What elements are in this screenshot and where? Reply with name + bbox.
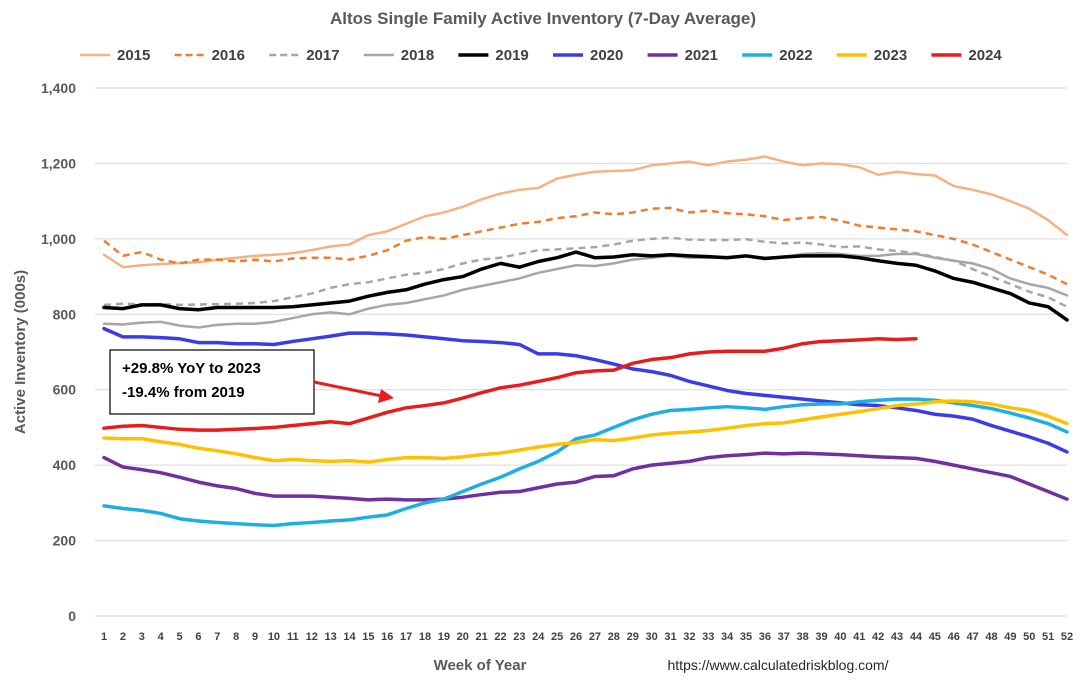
legend-label-2021: 2021 (685, 47, 718, 64)
x-tick-label: 36 (759, 631, 771, 643)
y-tick-label: 1,400 (41, 80, 76, 96)
x-tick-label: 4 (158, 631, 165, 643)
x-tick-label: 28 (608, 631, 620, 643)
x-tick-label: 16 (381, 631, 393, 643)
y-tick-label: 1,000 (41, 231, 76, 247)
annotation-arrow (313, 380, 383, 398)
x-tick-label: 14 (343, 631, 356, 643)
series-line-2016 (103, 206, 1068, 286)
x-tick-label: 22 (494, 631, 506, 643)
annotation-line-2: -19.4% from 2019 (122, 384, 245, 401)
legend-label-2016: 2016 (212, 47, 245, 64)
x-tick-label: 48 (985, 631, 997, 643)
x-tick-label: 34 (721, 631, 734, 643)
x-tick-label: 5 (176, 631, 182, 643)
legend-label-2018: 2018 (401, 47, 434, 64)
x-tick-label: 27 (589, 631, 601, 643)
legend-label-2020: 2020 (590, 47, 623, 64)
chart-title: Altos Single Family Active Inventory (7-… (330, 9, 756, 28)
x-tick-label: 29 (627, 631, 639, 643)
annotation-line-1: +29.8% YoY to 2023 (122, 360, 261, 377)
x-tick-label: 24 (532, 631, 545, 643)
x-tick-label: 42 (872, 631, 884, 643)
y-tick-label: 0 (68, 608, 76, 624)
x-tick-label: 8 (233, 631, 239, 643)
x-tick-label: 6 (195, 631, 201, 643)
annotation: +29.8% YoY to 2023 -19.4% from 2019 (109, 349, 394, 415)
x-tick-label: 21 (476, 631, 488, 643)
series-line-2022 (102, 397, 1069, 528)
x-tick-label: 20 (457, 631, 469, 643)
x-tick-label: 47 (966, 631, 978, 643)
series-line-2021 (102, 451, 1069, 502)
series-line-2015 (102, 155, 1069, 269)
x-tick-label: 19 (438, 631, 450, 643)
x-tick-label: 26 (570, 631, 582, 643)
x-tick-label: 17 (400, 631, 412, 643)
series-line-2018 (102, 251, 1069, 329)
series-line-2020 (102, 326, 1069, 454)
legend-label-2019: 2019 (495, 47, 528, 64)
x-tick-label: 7 (214, 631, 220, 643)
y-tick-label: 400 (53, 457, 77, 473)
x-tick-label: 15 (362, 631, 374, 643)
legend-label-2024: 2024 (968, 47, 1002, 64)
x-tick-label: 32 (683, 631, 695, 643)
series-group (102, 155, 1069, 528)
y-tick-label: 600 (53, 382, 77, 398)
x-tick-label: 52 (1061, 631, 1073, 643)
y-tick-label: 1,200 (41, 155, 76, 171)
x-axis-label: Week of Year (434, 657, 527, 674)
x-tick-label: 49 (1004, 631, 1016, 643)
x-tick-label: 38 (797, 631, 809, 643)
x-tick-label: 50 (1023, 631, 1035, 643)
series-line-2017 (103, 236, 1068, 308)
y-tick-label: 200 (53, 533, 77, 549)
series-line-2019 (102, 250, 1069, 322)
gridlines (95, 87, 1067, 542)
x-axis-ticks: 1 2 3 4 5 6 7 8 9 10 11 12 13 14 15 16 17 18 19 20 21 22 23 24 2… (101, 631, 1073, 643)
x-tick-label: 9 (252, 631, 258, 643)
x-tick-label: 51 (1042, 631, 1054, 643)
x-tick-label: 2 (120, 631, 126, 643)
legend-label-2022: 2022 (779, 47, 812, 64)
x-tick-label: 10 (268, 631, 280, 643)
x-tick-label: 43 (891, 631, 903, 643)
y-axis-ticks: 0 200 400 600 800 1,000 1,200 1,400 (41, 80, 76, 624)
y-tick-label: 800 (53, 306, 77, 322)
x-tick-label: 18 (419, 631, 431, 643)
x-tick-label: 12 (306, 631, 318, 643)
x-tick-label: 39 (815, 631, 827, 643)
series-line-2024 (102, 337, 918, 432)
x-tick-label: 25 (551, 631, 563, 643)
x-tick-label: 33 (702, 631, 714, 643)
legend-label-2023: 2023 (874, 47, 907, 64)
x-tick-label: 40 (834, 631, 846, 643)
x-tick-label: 1 (101, 631, 107, 643)
y-axis-label: Active Inventory (000s) (12, 270, 29, 434)
x-tick-label: 35 (740, 631, 752, 643)
x-tick-label: 44 (910, 631, 923, 643)
x-tick-label: 13 (324, 631, 336, 643)
legend-label-2015: 2015 (117, 47, 150, 64)
x-tick-label: 23 (513, 631, 525, 643)
x-tick-label: 41 (853, 631, 865, 643)
x-tick-label: 46 (948, 631, 960, 643)
x-tick-label: 30 (645, 631, 657, 643)
x-tick-label: 31 (664, 631, 676, 643)
x-tick-label: 37 (778, 631, 790, 643)
series-line-2023 (102, 399, 1069, 464)
x-tick-label: 3 (139, 631, 145, 643)
x-tick-label: 11 (287, 631, 299, 643)
legend: 2015 2016 2017 2018 2019 2020 2021 2022 2023 2024 (80, 47, 1002, 64)
annotation-arrowhead (378, 389, 394, 403)
source-url: https://www.calculatedriskblog.com/ (668, 657, 889, 673)
x-tick-label: 45 (929, 631, 941, 643)
legend-label-2017: 2017 (306, 47, 339, 64)
